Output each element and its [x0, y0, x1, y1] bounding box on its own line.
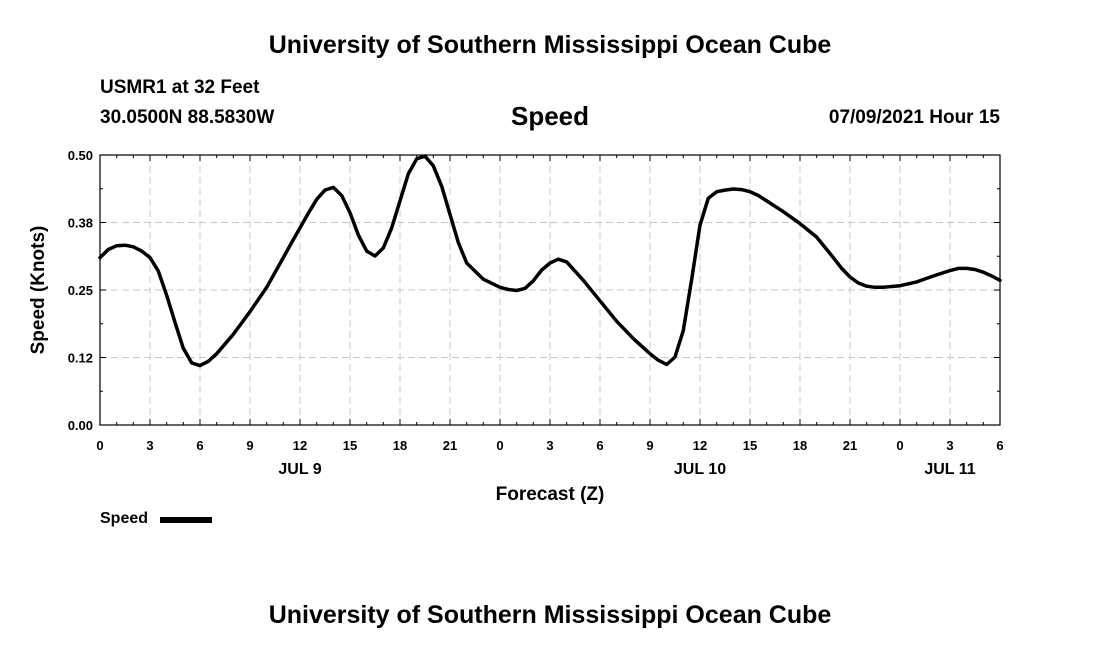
x-tick-label: 18 [793, 438, 807, 453]
x-tick-label: 0 [96, 438, 103, 453]
speed-series-line [98, 154, 1002, 368]
legend-swatch [160, 517, 212, 523]
x-axis-title: Forecast (Z) [496, 484, 605, 505]
x-tick-label: 9 [246, 438, 253, 453]
page-title-bottom: University of Southern Mississippi Ocean… [268, 601, 832, 629]
x-tick-label: 0 [496, 438, 503, 453]
date-label: JUL 9 [278, 461, 321, 478]
x-tick-label: 6 [596, 438, 603, 453]
x-tick-label: 15 [743, 438, 757, 453]
x-tick-label: 12 [293, 438, 307, 453]
station-label: USMR1 at 32 Feet [100, 77, 260, 98]
x-tick-label: 21 [443, 438, 457, 453]
x-tick-label: 12 [693, 438, 707, 453]
y-tick-label: 0.00 [68, 418, 93, 433]
x-tick-label: 6 [996, 438, 1003, 453]
variable-title: Speed [510, 101, 590, 131]
forecast-run-time: 07/09/2021 Hour 15 [828, 107, 1000, 128]
x-tick-label: 3 [146, 438, 153, 453]
x-tick-label: 0 [896, 438, 903, 453]
date-label: JUL 10 [674, 461, 726, 478]
y-tick-label: 0.12 [68, 351, 93, 366]
legend-label: Speed [100, 510, 149, 527]
station-coordinates: 30.0500N 88.5830W [100, 107, 275, 128]
y-tick-label: 0.25 [68, 283, 93, 298]
x-tick-label: 21 [843, 438, 857, 453]
page-title-top: University of Southern Mississippi Ocean… [268, 31, 832, 59]
x-tick-label: 3 [546, 438, 553, 453]
x-tick-label: 6 [196, 438, 203, 453]
x-tick-label: 3 [946, 438, 953, 453]
y-tick-label: 0.50 [68, 148, 93, 163]
y-tick-label: 0.38 [68, 216, 93, 231]
date-label: JUL 11 [924, 461, 975, 478]
x-tick-label: 15 [343, 438, 357, 453]
x-tick-label: 9 [646, 438, 653, 453]
x-tick-label: 18 [393, 438, 407, 453]
y-axis-title: Speed (Knots) [28, 226, 49, 355]
